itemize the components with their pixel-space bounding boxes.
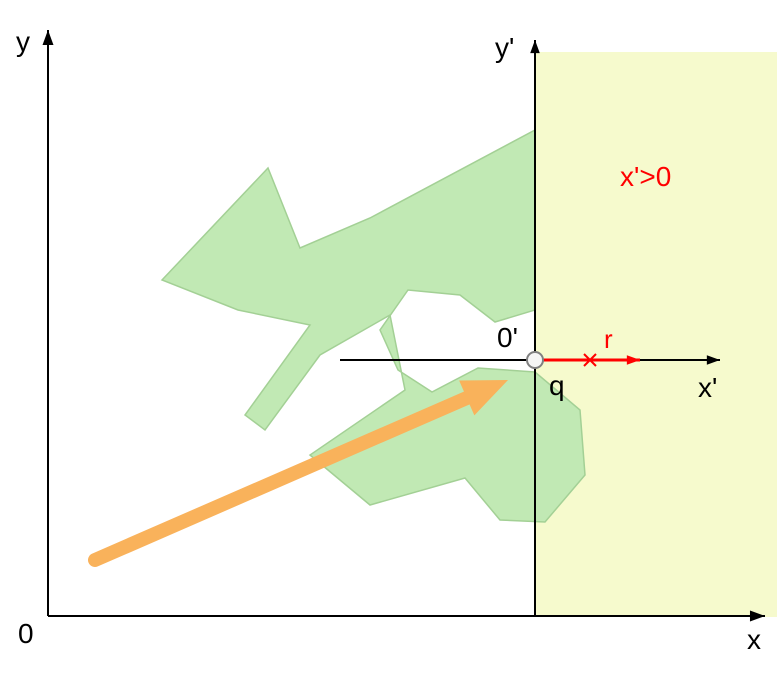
y-prime-axis-label: y' — [495, 32, 514, 64]
diagram-canvas: y x 0 y' x' 0' q r x'>0 — [0, 0, 777, 683]
r-vector-label: r — [604, 324, 613, 355]
region-inequality-label: x'>0 — [620, 161, 671, 193]
diagram-svg — [0, 0, 777, 683]
x-prime-axis-label: x' — [698, 372, 717, 404]
origin-prime-marker — [527, 352, 543, 368]
green-polygon — [162, 130, 585, 522]
x-axis-label: x — [747, 624, 761, 656]
origin-prime-label: 0' — [497, 322, 518, 354]
halfplane-region — [535, 52, 777, 617]
origin-label: 0 — [18, 618, 34, 650]
q-label: q — [549, 370, 565, 402]
y-axis-label: y — [16, 26, 30, 58]
